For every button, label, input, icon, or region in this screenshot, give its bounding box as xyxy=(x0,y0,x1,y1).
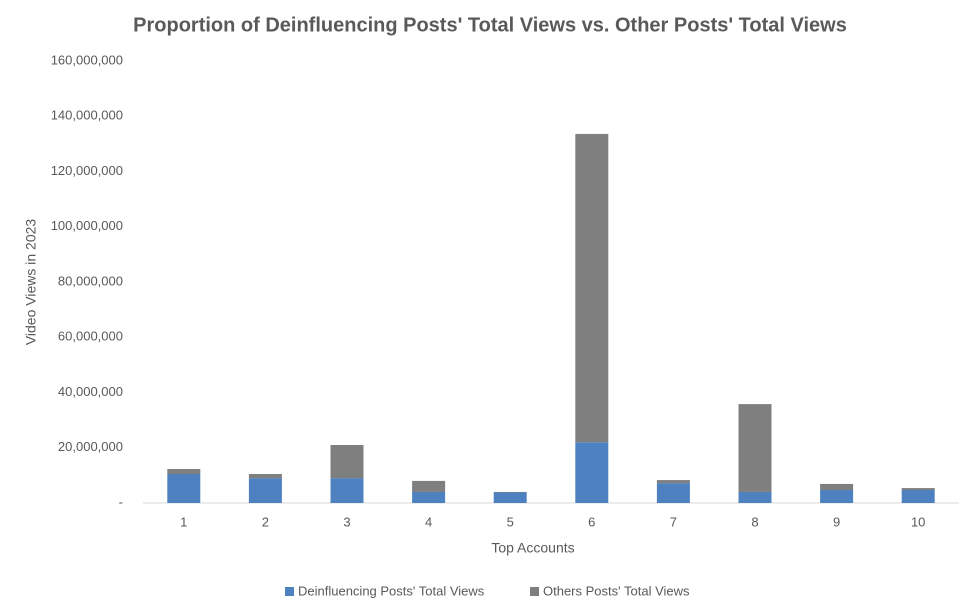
y-tick-label: 60,000,000 xyxy=(58,329,123,344)
x-tick-label: 7 xyxy=(670,514,677,529)
bar-segment xyxy=(167,469,201,474)
legend-swatch xyxy=(285,587,294,596)
bar-segment xyxy=(248,473,282,479)
bar-segment xyxy=(901,490,935,503)
bar-segment xyxy=(493,491,527,493)
y-tick-label: 140,000,000 xyxy=(51,108,123,123)
bar-segment xyxy=(820,490,854,503)
y-tick-label: 160,000,000 xyxy=(51,52,123,67)
x-tick-label: 5 xyxy=(507,514,514,529)
bar-segment xyxy=(738,404,772,492)
x-tick-label: 8 xyxy=(751,514,758,529)
x-tick-label: 10 xyxy=(911,514,925,529)
x-axis-title: Top Accounts xyxy=(491,540,574,556)
x-tick-label: 4 xyxy=(425,514,432,529)
bar-segment xyxy=(656,483,690,503)
bar-segment xyxy=(330,444,364,479)
y-tick-label: - xyxy=(119,494,123,509)
bar-segment xyxy=(901,488,935,491)
y-tick-label: 40,000,000 xyxy=(58,384,123,399)
bar-segment xyxy=(656,480,690,484)
bar-segment xyxy=(330,478,364,503)
bar-segment xyxy=(575,133,609,443)
y-axis-title: Video Views in 2023 xyxy=(23,219,39,346)
x-tick-label: 3 xyxy=(343,514,350,529)
legend-swatch xyxy=(530,587,539,596)
bar-segment xyxy=(167,473,201,503)
y-tick-label: 20,000,000 xyxy=(58,439,123,454)
bar-segment xyxy=(575,442,609,503)
bar-segment xyxy=(738,491,772,503)
bar-segment xyxy=(493,492,527,503)
legend-label: Others Posts' Total Views xyxy=(543,583,690,598)
bar-segment xyxy=(248,478,282,503)
bar-segment xyxy=(412,480,446,492)
x-tick-label: 6 xyxy=(588,514,595,529)
bar-segment xyxy=(412,491,446,503)
legend-label: Deinfluencing Posts' Total Views xyxy=(298,583,485,598)
x-tick-label: 9 xyxy=(833,514,840,529)
chart-title: Proportion of Deinfluencing Posts' Total… xyxy=(133,14,847,36)
y-tick-label: 80,000,000 xyxy=(58,273,123,288)
bar-segment xyxy=(820,483,854,491)
x-tick-label: 1 xyxy=(180,514,187,529)
y-tick-label: 100,000,000 xyxy=(51,218,123,233)
y-tick-label: 120,000,000 xyxy=(51,163,123,178)
x-tick-label: 2 xyxy=(262,514,269,529)
